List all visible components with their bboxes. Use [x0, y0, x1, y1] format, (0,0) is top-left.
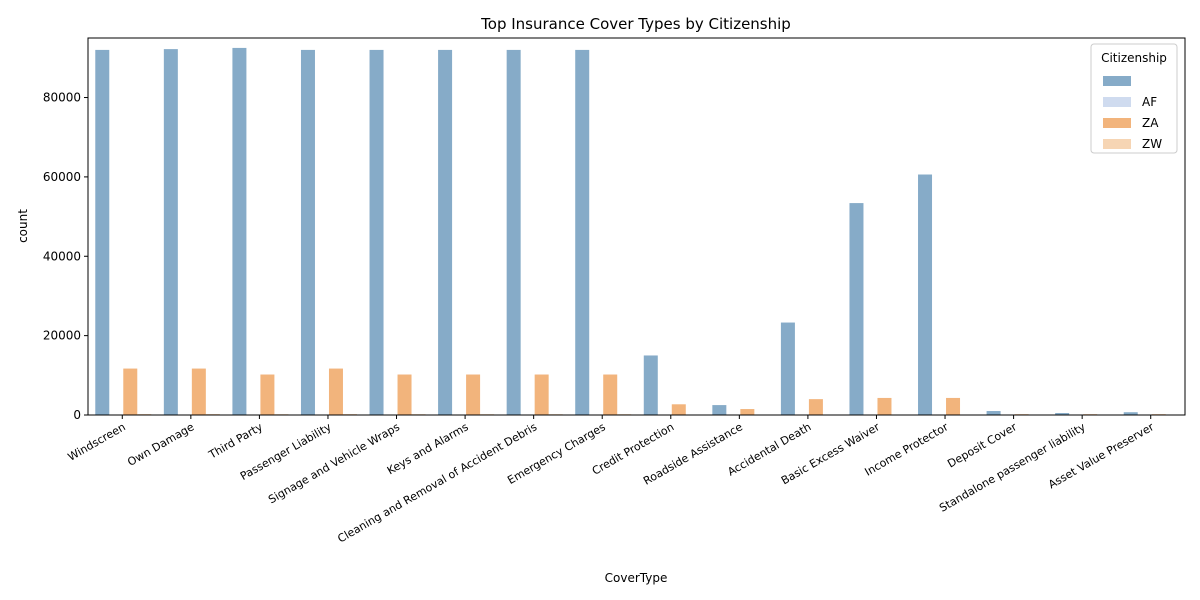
- bar-ZA-8: [671, 404, 686, 415]
- bar-ZA-10: [808, 399, 823, 415]
- bar-ZA-11: [877, 397, 892, 415]
- bar-blank-13: [986, 411, 1001, 415]
- bar-ZA-5: [466, 374, 481, 415]
- bar-blank-8: [643, 355, 658, 415]
- legend-swatch: [1103, 139, 1131, 149]
- y-axis: 0 20000 40000 60000 80000: [43, 91, 88, 422]
- legend-label: ZW: [1142, 137, 1162, 151]
- bar-blank-3: [300, 49, 315, 415]
- plot-frame: [87, 37, 1186, 416]
- y-tick-label: 80000: [43, 91, 81, 105]
- bar-ZA-2: [260, 374, 275, 415]
- bar-ZA-12: [946, 397, 961, 415]
- bars: [95, 47, 1180, 416]
- bar-ZA-6: [534, 374, 549, 415]
- bar-blank-10: [780, 322, 795, 415]
- bar-blank-7: [575, 49, 590, 415]
- bar-ZA-0: [123, 368, 138, 415]
- bar-blank-1: [163, 49, 178, 416]
- x-tick-label: Windscreen: [66, 420, 128, 463]
- legend-label: AF: [1142, 95, 1157, 109]
- chart-title: Top Insurance Cover Types by Citizenship: [480, 15, 791, 33]
- x-tick-label: Third Party: [206, 420, 266, 462]
- bar-blank-9: [712, 405, 727, 415]
- y-tick-label: 20000: [43, 329, 81, 343]
- y-tick-label: 40000: [43, 249, 81, 263]
- bar-blank-12: [918, 174, 933, 415]
- y-tick-label: 60000: [43, 170, 81, 184]
- bar-ZA-7: [603, 374, 618, 415]
- legend-label: ZA: [1142, 116, 1159, 130]
- bar-blank-0: [95, 49, 110, 415]
- bar-blank-2: [232, 47, 247, 416]
- bar-ZA-3: [328, 368, 343, 415]
- bar-blank-5: [438, 49, 453, 415]
- y-axis-label: count: [16, 209, 30, 243]
- bar-ZA-1: [191, 368, 206, 415]
- bar-blank-4: [369, 49, 384, 415]
- legend: Citizenship AF ZA ZW: [1090, 43, 1178, 154]
- x-tick-label: Signage and Vehicle Wraps: [266, 420, 402, 506]
- bar-blank-14: [1055, 413, 1070, 415]
- x-tick-label: Own Damage: [125, 420, 196, 469]
- legend-items: AF ZA ZW: [1103, 76, 1162, 151]
- y-tick-label: 0: [73, 408, 81, 422]
- x-axis-label: CoverType: [605, 571, 668, 585]
- legend-swatch: [1103, 118, 1131, 128]
- legend-swatch: [1103, 76, 1131, 86]
- bar-ZA-9: [740, 409, 755, 415]
- bar-blank-11: [849, 203, 864, 415]
- bar-blank-15: [1123, 412, 1138, 415]
- legend-swatch: [1103, 97, 1131, 107]
- legend-title: Citizenship: [1101, 51, 1167, 65]
- bar-blank-6: [506, 49, 521, 415]
- bar-ZA-4: [397, 374, 412, 415]
